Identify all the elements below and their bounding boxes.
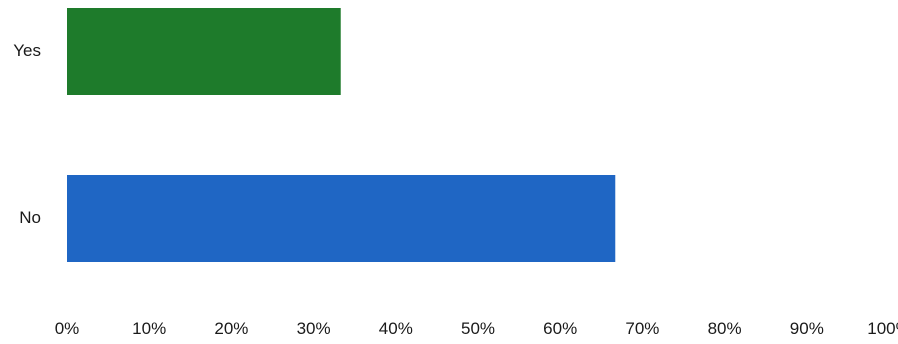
x-tick-label: 40% xyxy=(379,319,413,338)
x-tick-label: 20% xyxy=(214,319,248,338)
x-tick-label: 90% xyxy=(790,319,824,338)
x-tick-label: 100% xyxy=(867,319,898,338)
x-tick-label: 30% xyxy=(297,319,331,338)
x-tick-label: 70% xyxy=(625,319,659,338)
bars-group xyxy=(67,8,616,262)
x-tick-label: 60% xyxy=(543,319,577,338)
x-tick-label: 0% xyxy=(55,319,80,338)
x-tick-label: 10% xyxy=(132,319,166,338)
x-axis-tick-labels: 0% 10% 20% 30% 40% 50% 60% 70% 80% 90% 100% xyxy=(55,319,898,338)
category-label-yes: Yes xyxy=(13,41,41,60)
category-labels: Yes No xyxy=(13,41,41,227)
category-label-no: No xyxy=(19,208,41,227)
bar-yes xyxy=(67,8,341,95)
bar-no xyxy=(67,175,616,262)
x-tick-label: 50% xyxy=(461,319,495,338)
x-tick-label: 80% xyxy=(708,319,742,338)
